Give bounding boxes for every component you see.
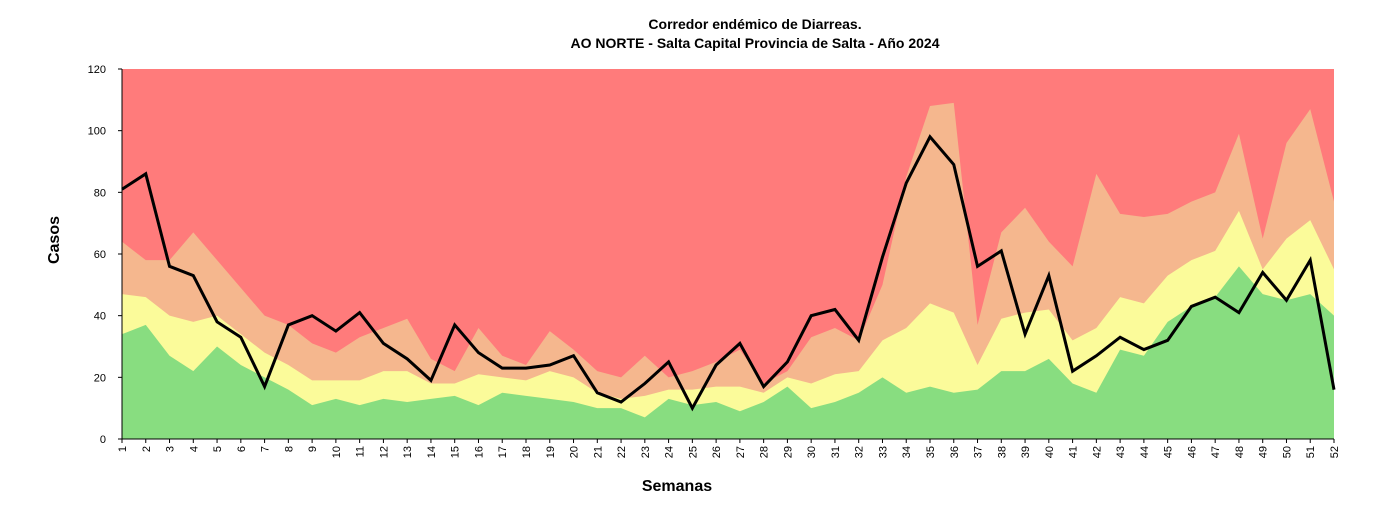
cases-series-line <box>121 134 1336 412</box>
x-tick-label: 35 <box>925 446 937 458</box>
chart-subtitle: AO NORTE - Salta Capital Provincia de Sa… <box>570 35 939 51</box>
x-tick-label: 40 <box>1044 446 1056 458</box>
y-axis-label: Casos <box>46 216 63 264</box>
x-tick-label: 48 <box>1234 446 1246 458</box>
y-tick-label: 20 <box>94 372 106 384</box>
x-tick-label: 49 <box>1258 446 1270 458</box>
x-tick-label: 39 <box>1020 446 1032 458</box>
x-tick-label: 23 <box>640 446 652 458</box>
x-tick-label: 3 <box>165 446 177 452</box>
bands-layer <box>122 69 1334 440</box>
y-tick-label: 60 <box>94 249 106 261</box>
band-area--xito <box>122 266 1334 439</box>
x-tick-label: 33 <box>877 446 889 458</box>
x-tick-label: 28 <box>759 446 771 458</box>
x-tick-label: 19 <box>545 446 557 458</box>
x-tick-label: 25 <box>687 446 699 458</box>
x-tick-label: 41 <box>1068 446 1080 458</box>
x-tick-label: 24 <box>664 446 676 458</box>
x-tick-label: 4 <box>188 446 200 452</box>
x-tick-label: 17 <box>497 446 509 458</box>
x-tick-label: 13 <box>402 446 414 458</box>
x-tick-label: 29 <box>782 446 794 458</box>
y-tick-label: 0 <box>100 434 106 446</box>
x-tick-label: 15 <box>450 446 462 458</box>
x-tick-label: 18 <box>521 446 533 458</box>
x-tick-label: 12 <box>378 446 390 458</box>
x-tick-label: 42 <box>1091 446 1103 458</box>
x-tick-label: 8 <box>283 446 295 452</box>
x-tick-label: 36 <box>949 446 961 458</box>
y-tick-label: 100 <box>88 126 106 138</box>
x-tick-label: 6 <box>236 446 248 452</box>
x-tick-label: 32 <box>854 446 866 458</box>
x-tick-label: 5 <box>212 446 224 452</box>
x-tick-label: 31 <box>830 446 842 458</box>
x-tick-label: 20 <box>569 446 581 458</box>
x-tick-label: 43 <box>1115 446 1127 458</box>
x-tick-label: 14 <box>426 446 438 458</box>
y-tick-label: 80 <box>94 187 106 199</box>
x-tick-label: 27 <box>735 446 747 458</box>
x-axis-label: Semanas <box>642 478 712 495</box>
x-tick-label: 22 <box>616 446 628 458</box>
x-tick-label: 45 <box>1163 446 1175 458</box>
x-tick-label: 26 <box>711 446 723 458</box>
x-tick-label: 30 <box>806 446 818 458</box>
x-tick-label: 47 <box>1210 446 1222 458</box>
line-layer <box>121 134 1336 412</box>
x-tick-label: 21 <box>592 446 604 458</box>
x-tick-label: 44 <box>1139 446 1151 458</box>
x-tick-label: 46 <box>1186 446 1198 458</box>
x-tick-label: 52 <box>1329 446 1341 458</box>
x-tick-label: 16 <box>473 446 485 458</box>
x-tick-label: 7 <box>260 446 272 452</box>
x-tick-label: 50 <box>1281 446 1293 458</box>
x-tick-label: 34 <box>901 446 913 458</box>
x-tick-label: 51 <box>1305 446 1317 458</box>
x-tick-label: 1 <box>117 446 129 452</box>
x-tick-label: 9 <box>307 446 319 452</box>
chart-title: Corredor endémico de Diarreas. <box>648 16 861 32</box>
x-tick-label: 38 <box>996 446 1008 458</box>
x-tick-label: 10 <box>331 446 343 458</box>
x-tick-label: 2 <box>141 446 153 452</box>
y-tick-label: 120 <box>88 64 106 76</box>
x-tick-label: 11 <box>355 446 367 457</box>
y-tick-label: 40 <box>94 311 106 323</box>
x-tick-label: 37 <box>973 446 985 458</box>
